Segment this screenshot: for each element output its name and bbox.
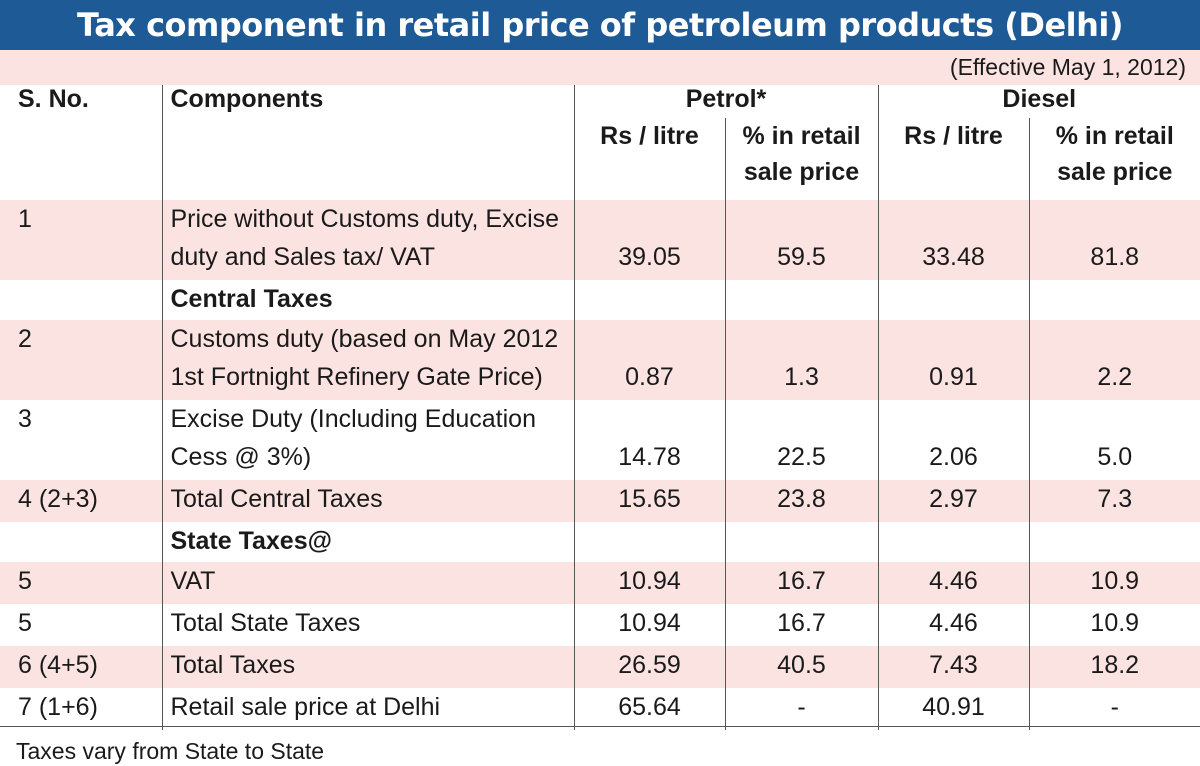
header-petrol-rs: Rs / litre [573, 118, 725, 200]
petrol-rs-value: 26.59 [573, 646, 725, 688]
petrol-pct-value: 40.5 [724, 646, 878, 688]
petrol-pct-value: 16.7 [724, 604, 878, 646]
table-row: Central Taxes [0, 280, 1200, 320]
row-sno: 1 [0, 200, 162, 280]
row-sno: 2 [0, 320, 162, 400]
petrol-rs-value: 10.94 [573, 604, 725, 646]
diesel-pct-value: - [1028, 688, 1200, 730]
row-sno: 3 [18, 405, 32, 433]
row-component: Excise Duty (Including Education Cess @ … [161, 400, 574, 480]
petrol-rs-value: 39.05 [573, 200, 725, 280]
petrol-pct-value [724, 522, 878, 562]
chart-title: Tax component in retail price of petrole… [0, 0, 1200, 50]
table-row: 3 Excise Duty (Including Education Cess … [0, 400, 1200, 480]
petrol-rs-value: 10.94 [573, 562, 725, 604]
petrol-pct-value: 22.5 [724, 400, 878, 480]
petrol-pct-value: 59.5 [724, 200, 878, 280]
diesel-rs-value [877, 280, 1029, 320]
effective-date: (Effective May 1, 2012) [0, 50, 1200, 85]
petrol-rs-value [573, 280, 725, 320]
petrol-rs-value [573, 522, 725, 562]
diesel-pct-value: 10.9 [1028, 604, 1200, 646]
row-sno [0, 522, 162, 562]
section-heading-state: State Taxes@ [161, 522, 574, 562]
diesel-rs-value: 4.46 [877, 604, 1029, 646]
petrol-pct-value: - [724, 688, 878, 730]
diesel-pct-value: 2.2 [1028, 320, 1200, 400]
table-row: 2 Customs duty (based on May 2012 1st Fo… [0, 320, 1200, 400]
row-component: Price without Customs duty, Excise duty … [161, 200, 574, 280]
diesel-rs-value [877, 522, 1029, 562]
petrol-pct-value [724, 280, 878, 320]
table-row: 5 VAT 10.94 16.7 4.46 10.9 [0, 562, 1200, 604]
header-components: Components [161, 85, 574, 200]
table-row: 5 Total State Taxes 10.94 16.7 4.46 10.9 [0, 604, 1200, 646]
diesel-rs-value: 33.48 [877, 200, 1029, 280]
header-diesel-pct: % in retail sale price [1028, 118, 1200, 200]
header-petrol: Petrol* [573, 85, 878, 118]
row-component: Total State Taxes [161, 604, 574, 646]
section-heading-central: Central Taxes [161, 280, 574, 320]
petrol-rs-value: 14.78 [573, 400, 725, 480]
table-row: 1 Price without Customs duty, Excise dut… [0, 200, 1200, 280]
petrol-rs-value: 0.87 [573, 320, 725, 400]
petrol-pct-value: 16.7 [724, 562, 878, 604]
row-component: Retail sale price at Delhi [161, 688, 574, 730]
diesel-pct-value: 81.8 [1028, 200, 1200, 280]
table-row: 7 (1+6) Retail sale price at Delhi 65.64… [0, 688, 1200, 730]
table-row: 6 (4+5) Total Taxes 26.59 40.5 7.43 18.2 [0, 646, 1200, 688]
row-component: Customs duty (based on May 2012 1st Fort… [161, 320, 574, 400]
diesel-rs-value: 4.46 [877, 562, 1029, 604]
table-row: 4 (2+3) Total Central Taxes 15.65 23.8 2… [0, 480, 1200, 522]
tax-table: S. No. Components Petrol* Diesel Rs / li… [0, 85, 1200, 730]
diesel-rs-value: 2.97 [877, 480, 1029, 522]
footnote: Taxes vary from State to State [0, 726, 1200, 766]
header-petrol-pct: % in retail sale price [724, 118, 878, 200]
header-sno: S. No. [18, 85, 89, 113]
diesel-pct-value: 5.0 [1028, 400, 1200, 480]
row-sno: 4 (2+3) [0, 480, 162, 522]
petrol-rs-value: 65.64 [573, 688, 725, 730]
diesel-pct-value [1028, 522, 1200, 562]
row-component: Total Taxes [161, 646, 574, 688]
petrol-pct-value: 23.8 [724, 480, 878, 522]
petrol-pct-value: 1.3 [724, 320, 878, 400]
diesel-rs-value: 0.91 [877, 320, 1029, 400]
header-diesel: Diesel [877, 85, 1200, 118]
diesel-pct-value: 10.9 [1028, 562, 1200, 604]
row-component: Total Central Taxes [161, 480, 574, 522]
table-row: State Taxes@ [0, 522, 1200, 562]
diesel-pct-value: 18.2 [1028, 646, 1200, 688]
diesel-pct-value: 7.3 [1028, 480, 1200, 522]
diesel-rs-value: 2.06 [877, 400, 1029, 480]
diesel-rs-value: 40.91 [877, 688, 1029, 730]
row-sno: 5 [0, 562, 162, 604]
header-row-units: Rs / litre % in retail sale price Rs / l… [0, 118, 1200, 200]
row-component: VAT [161, 562, 574, 604]
row-sno: 6 (4+5) [0, 646, 162, 688]
header-row-groups: S. No. Components Petrol* Diesel [0, 85, 1200, 200]
header-diesel-rs: Rs / litre [877, 118, 1029, 200]
diesel-rs-value: 7.43 [877, 646, 1029, 688]
petrol-rs-value: 15.65 [573, 480, 725, 522]
row-sno [0, 280, 162, 320]
row-sno: 5 [18, 609, 32, 637]
row-sno: 7 (1+6) [18, 693, 98, 721]
diesel-pct-value [1028, 280, 1200, 320]
